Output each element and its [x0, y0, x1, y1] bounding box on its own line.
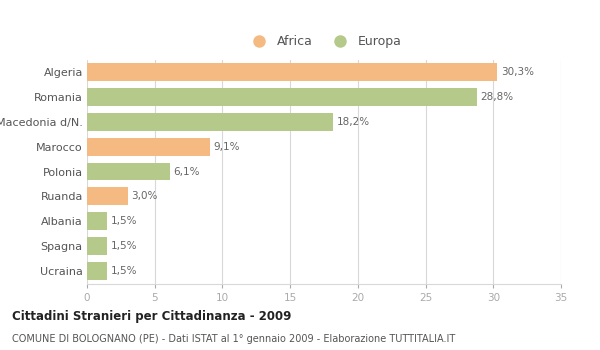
Bar [87, 237, 107, 255]
Bar [87, 113, 334, 131]
Text: 28,8%: 28,8% [481, 92, 514, 102]
Bar [87, 162, 170, 181]
Text: 3,0%: 3,0% [131, 191, 157, 201]
Text: 1,5%: 1,5% [111, 266, 137, 276]
Text: COMUNE DI BOLOGNANO (PE) - Dati ISTAT al 1° gennaio 2009 - Elaborazione TUTTITAL: COMUNE DI BOLOGNANO (PE) - Dati ISTAT al… [12, 334, 455, 344]
Legend: Africa, Europa: Africa, Europa [242, 30, 406, 53]
Text: 6,1%: 6,1% [173, 167, 199, 176]
Bar [87, 88, 477, 106]
Bar [87, 212, 107, 230]
Text: 1,5%: 1,5% [111, 216, 137, 226]
Bar [87, 63, 497, 81]
Text: 9,1%: 9,1% [214, 142, 240, 152]
Text: 30,3%: 30,3% [501, 67, 534, 77]
Text: Cittadini Stranieri per Cittadinanza - 2009: Cittadini Stranieri per Cittadinanza - 2… [12, 310, 292, 323]
Bar [87, 262, 107, 280]
Text: 18,2%: 18,2% [337, 117, 370, 127]
Bar [87, 138, 210, 155]
Bar [87, 188, 128, 205]
Text: 1,5%: 1,5% [111, 241, 137, 251]
